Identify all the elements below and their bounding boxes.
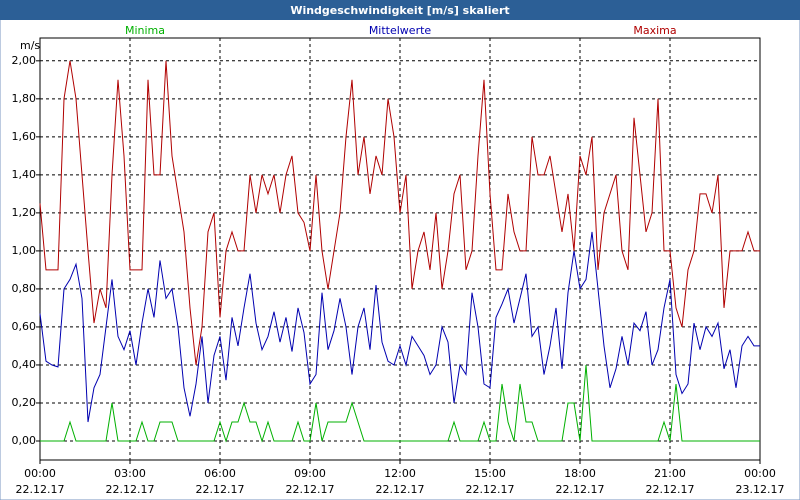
- title-bar: [0, 0, 800, 20]
- y-tick-label: 0,20: [12, 396, 37, 409]
- x-tick-label: 18:00: [564, 467, 596, 480]
- x-tick-date: 22.12.17: [646, 483, 695, 496]
- y-tick-label: 1,20: [12, 206, 37, 219]
- chart-title: Windgeschwindigkeit [m/s] skaliert: [290, 4, 509, 17]
- y-tick-label: 1,80: [12, 92, 37, 105]
- y-tick-label: 0,80: [12, 282, 37, 295]
- series-line: [40, 364, 760, 443]
- y-tick-label: 1,60: [12, 130, 37, 143]
- legend-entry: Minima: [125, 24, 165, 37]
- y-tick-label: 2,00: [12, 54, 37, 67]
- y-tick-label: 0,40: [12, 358, 37, 371]
- x-tick-label: 12:00: [384, 467, 416, 480]
- y-tick-label: 0,60: [12, 320, 37, 333]
- legend-entry: Maxima: [633, 24, 676, 37]
- x-tick-date: 22.12.17: [556, 483, 605, 496]
- series-line: [39, 231, 760, 423]
- x-tick-date: 22.12.17: [466, 483, 515, 496]
- series-line: [39, 60, 760, 366]
- x-tick-label: 09:00: [294, 467, 326, 480]
- x-tick-label: 06:00: [204, 467, 236, 480]
- x-tick-date: 23.12.17: [736, 483, 785, 496]
- x-tick-date: 22.12.17: [286, 483, 335, 496]
- y-tick-label: 0,00: [12, 434, 37, 447]
- legend-entry: Mittelwerte: [369, 24, 432, 37]
- x-tick-date: 22.12.17: [16, 483, 65, 496]
- y-tick-label: 1,40: [12, 168, 37, 181]
- y-unit: m/s: [20, 39, 40, 52]
- x-tick-label: 00:00: [24, 467, 56, 480]
- x-tick-date: 22.12.17: [196, 483, 245, 496]
- x-tick-date: 22.12.17: [376, 483, 425, 496]
- x-tick-label: 21:00: [654, 467, 686, 480]
- x-tick-label: 15:00: [474, 467, 506, 480]
- y-tick-label: 1,00: [12, 244, 37, 257]
- x-tick-date: 22.12.17: [106, 483, 155, 496]
- x-tick-label: 00:00: [744, 467, 776, 480]
- lines: [39, 60, 760, 443]
- x-tick-label: 03:00: [114, 467, 146, 480]
